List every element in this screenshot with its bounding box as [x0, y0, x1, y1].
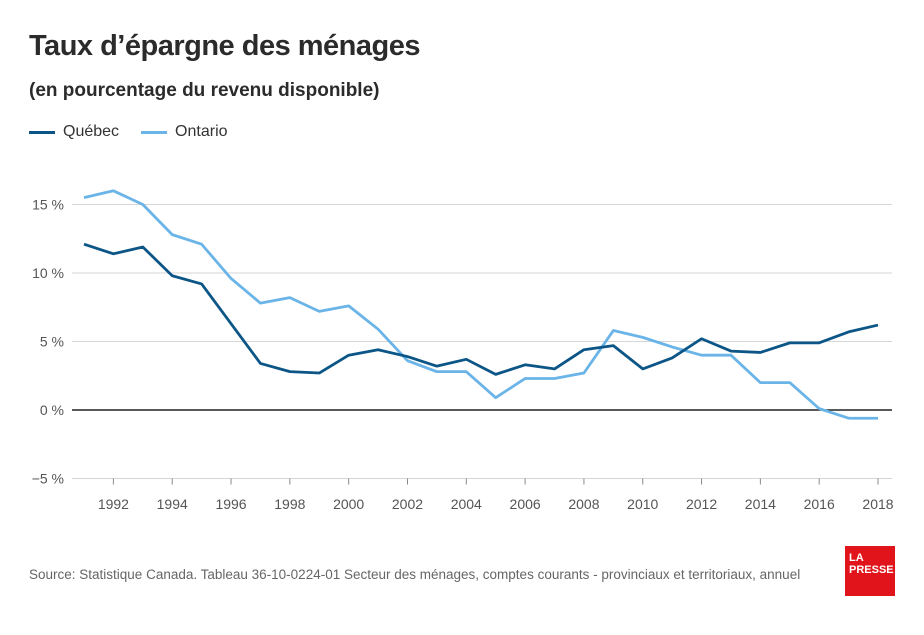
x-tick-label: 2004 — [451, 496, 482, 512]
x-tick-label: 2006 — [510, 496, 541, 512]
y-tick-label: 0 % — [40, 402, 64, 418]
legend-item-ontario: Ontario — [141, 123, 228, 141]
grid-lines — [72, 204, 892, 479]
legend-swatch-quebec — [29, 130, 55, 134]
series-line-ontario — [83, 189, 878, 420]
x-tick-label: 1992 — [98, 496, 129, 512]
x-tick-label: 2016 — [804, 496, 835, 512]
x-tick-label: 1994 — [157, 496, 188, 512]
chart-subtitle: (en pourcentage du revenu disponible) — [29, 80, 380, 101]
x-tick-label: 2018 — [862, 496, 893, 512]
y-tick-label: 10 % — [32, 265, 64, 281]
la-presse-logo: LA PRESSE — [845, 546, 895, 596]
x-tick-label: 2000 — [333, 496, 364, 512]
x-tick-label: 2002 — [392, 496, 423, 512]
legend: Québec Ontario — [29, 123, 250, 141]
y-tick-label: 5 % — [40, 334, 64, 350]
y-tick-label: 15 % — [32, 197, 64, 213]
series-lines — [83, 189, 879, 420]
chart-title: Taux d’épargne des ménages — [29, 30, 421, 62]
x-tick-label: 2014 — [745, 496, 776, 512]
legend-label-ontario: Ontario — [175, 123, 228, 140]
legend-label-quebec: Québec — [63, 123, 120, 140]
logo-text-line1: LA — [849, 552, 864, 564]
x-tick-label: 1998 — [274, 496, 305, 512]
x-tick-label: 2012 — [686, 496, 717, 512]
x-tick-label: 1996 — [215, 496, 246, 512]
y-axis-ticks: 15 % 10 % 5 % 0 % −5 % — [32, 197, 64, 487]
x-tick-label: 2010 — [627, 496, 658, 512]
logo-text-line2: PRESSE — [849, 564, 894, 576]
x-tick-label: 2008 — [568, 496, 599, 512]
series-line-quebec — [83, 242, 879, 376]
legend-swatch-ontario — [141, 130, 168, 134]
y-tick-label: −5 % — [32, 471, 64, 487]
legend-item-quebec: Québec — [29, 123, 119, 141]
x-axis-ticks: 1992 1994 1996 1998 2000 2002 2004 2006 2008 2010… — [98, 478, 894, 512]
source-note: Source: Statistique Canada. Tableau 36-1… — [29, 567, 801, 582]
